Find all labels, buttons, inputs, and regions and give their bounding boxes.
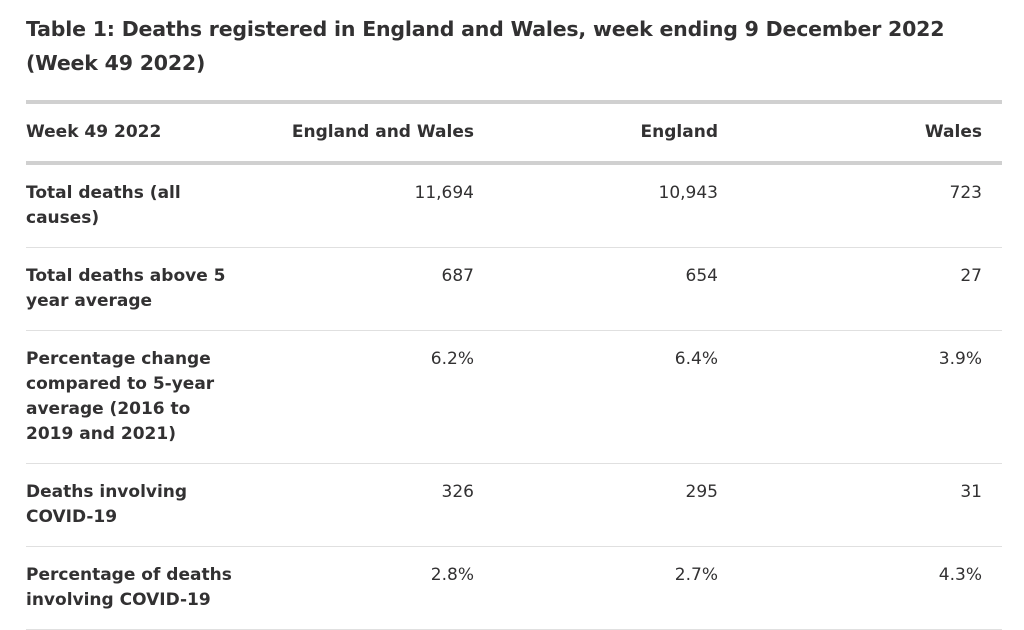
deaths-table: Week 49 2022 England and Wales England W… <box>26 100 1002 630</box>
cell-england-and-wales: 11,694 <box>414 183 474 203</box>
table-row: Total deaths above 5 year average 687 65… <box>26 248 1002 331</box>
cell-wales: 3.9% <box>938 349 982 369</box>
cell-england-and-wales: 2.8% <box>430 565 474 585</box>
cell-wales: 31 <box>960 482 982 502</box>
cell-england: 654 <box>685 266 718 286</box>
row-label: Total deaths above 5 year average <box>26 266 226 311</box>
row-label: Deaths involving COVID-19 <box>26 482 188 527</box>
cell-england: 2.7% <box>674 565 718 585</box>
cell-england: 6.4% <box>674 349 718 369</box>
cell-england-and-wales: 6.2% <box>430 349 474 369</box>
cell-england: 10,943 <box>658 183 718 203</box>
table-row: Total deaths (all causes) 11,694 10,943 … <box>26 163 1002 248</box>
row-label: Percentage change compared to 5-year ave… <box>26 349 215 444</box>
row-label: Percentage of deaths involving COVID-19 <box>26 565 232 610</box>
table-row: Deaths involving COVID-19 326 295 31 <box>26 464 1002 547</box>
header-week: Week 49 2022 <box>26 122 162 142</box>
header-england: England <box>640 122 718 142</box>
cell-england: 295 <box>685 482 718 502</box>
cell-wales: 27 <box>960 266 982 286</box>
cell-wales: 4.3% <box>938 565 982 585</box>
header-wales: Wales <box>924 122 982 142</box>
cell-england-and-wales: 326 <box>441 482 474 502</box>
table-title: Table 1: Deaths registered in England an… <box>26 17 945 75</box>
table-container: Table 1: Deaths registered in England an… <box>26 12 1002 630</box>
table-header-row: Week 49 2022 England and Wales England W… <box>26 102 1002 163</box>
cell-england-and-wales: 687 <box>441 266 474 286</box>
header-england-and-wales: England and Wales <box>291 122 474 142</box>
table-row: Percentage of deaths involving COVID-19 … <box>26 547 1002 630</box>
row-label: Total deaths (all causes) <box>26 183 181 228</box>
cell-wales: 723 <box>949 183 982 203</box>
table-row: Percentage change compared to 5-year ave… <box>26 331 1002 464</box>
